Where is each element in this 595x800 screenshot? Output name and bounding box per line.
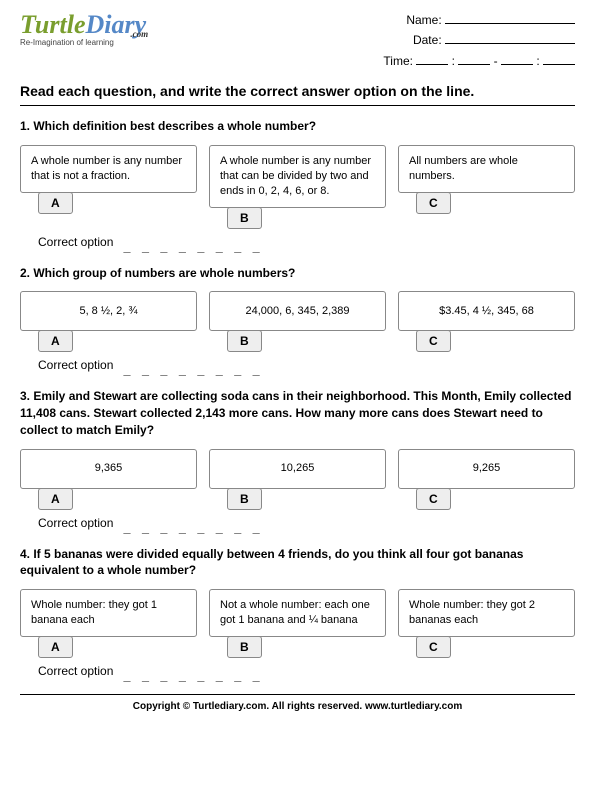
option-box: All numbers are whole numbers. [398,145,575,193]
options-row: 9,365A 10,265B 9,265C [20,449,575,510]
option-box: 9,265 [398,449,575,489]
option-c: All numbers are whole numbers.C [398,145,575,229]
name-label: Name: [406,13,441,27]
instructions: Read each question, and write the correc… [20,83,575,106]
question-1: 1. Which definition best describes a who… [20,118,575,248]
option-letter: C [416,330,451,352]
question-text: 1. Which definition best describes a who… [20,118,575,135]
options-row: Whole number: they got 1 banana eachA No… [20,589,575,658]
date-label: Date: [413,33,442,47]
question-text: 3. Emily and Stewart are collecting soda… [20,388,575,438]
correct-line: Correct option _ _ _ _ _ _ _ _ [38,358,575,372]
answer-blank[interactable]: _ _ _ _ _ _ _ _ [123,668,261,682]
answer-blank[interactable]: _ _ _ _ _ _ _ _ [123,239,261,253]
logo-dotcom: .com [130,29,148,39]
answer-blank[interactable]: _ _ _ _ _ _ _ _ [123,520,261,534]
correct-label: Correct option [38,235,113,249]
option-c: Whole number: they got 2 bananas eachC [398,589,575,658]
question-3: 3. Emily and Stewart are collecting soda… [20,388,575,529]
option-box: Whole number: they got 2 bananas each [398,589,575,637]
option-a: 5, 8 ½, 2, ¾A [20,291,197,352]
answer-blank[interactable]: _ _ _ _ _ _ _ _ [123,362,261,376]
name-date-block: Name: Date: Time: : - : [383,10,575,71]
time-label: Time: [383,54,413,68]
option-letter: A [38,330,73,352]
option-box: 24,000, 6, 345, 2,389 [209,291,386,331]
option-c: 9,265C [398,449,575,510]
option-letter: B [227,330,262,352]
time-blank[interactable] [543,53,575,65]
question-4: 4. If 5 bananas were divided equally bet… [20,546,575,678]
time-blank[interactable] [458,53,490,65]
option-box: 9,365 [20,449,197,489]
option-c: $3.45, 4 ½, 345, 68C [398,291,575,352]
correct-label: Correct option [38,516,113,530]
option-letter: C [416,192,451,214]
logo-turtle: Turtle [20,10,85,39]
correct-label: Correct option [38,358,113,372]
option-a: A whole number is any number that is not… [20,145,197,229]
question-text: 2. Which group of numbers are whole numb… [20,265,575,282]
name-blank[interactable] [445,12,575,24]
option-b: 10,265B [209,449,386,510]
option-letter: A [38,488,73,510]
option-box: Not a whole number: each one got 1 banan… [209,589,386,637]
option-letter: B [227,207,262,229]
option-a: 9,365A [20,449,197,510]
option-letter: B [227,636,262,658]
time-blank[interactable] [416,53,448,65]
option-box: 10,265 [209,449,386,489]
header: TurtleDiary .com Re-Imagination of learn… [20,10,575,71]
logo-text: TurtleDiary .com [20,10,146,40]
question-text: 4. If 5 bananas were divided equally bet… [20,546,575,580]
option-letter: A [38,192,73,214]
option-box: A whole number is any number that can be… [209,145,386,208]
correct-line: Correct option _ _ _ _ _ _ _ _ [38,516,575,530]
option-b: Not a whole number: each one got 1 banan… [209,589,386,658]
correct-line: Correct option _ _ _ _ _ _ _ _ [38,664,575,678]
question-2: 2. Which group of numbers are whole numb… [20,265,575,373]
option-b: A whole number is any number that can be… [209,145,386,229]
option-box: Whole number: they got 1 banana each [20,589,197,637]
option-box: A whole number is any number that is not… [20,145,197,193]
option-letter: C [416,636,451,658]
footer: Copyright © Turtlediary.com. All rights … [20,694,575,712]
time-blank[interactable] [501,53,533,65]
option-box: $3.45, 4 ½, 345, 68 [398,291,575,331]
date-blank[interactable] [445,32,575,44]
option-letter: C [416,488,451,510]
correct-line: Correct option _ _ _ _ _ _ _ _ [38,235,575,249]
option-b: 24,000, 6, 345, 2,389B [209,291,386,352]
correct-label: Correct option [38,664,113,678]
option-a: Whole number: they got 1 banana eachA [20,589,197,658]
logo: TurtleDiary .com Re-Imagination of learn… [20,10,146,47]
options-row: A whole number is any number that is not… [20,145,575,229]
option-letter: B [227,488,262,510]
option-letter: A [38,636,73,658]
options-row: 5, 8 ½, 2, ¾A 24,000, 6, 345, 2,389B $3.… [20,291,575,352]
option-box: 5, 8 ½, 2, ¾ [20,291,197,331]
